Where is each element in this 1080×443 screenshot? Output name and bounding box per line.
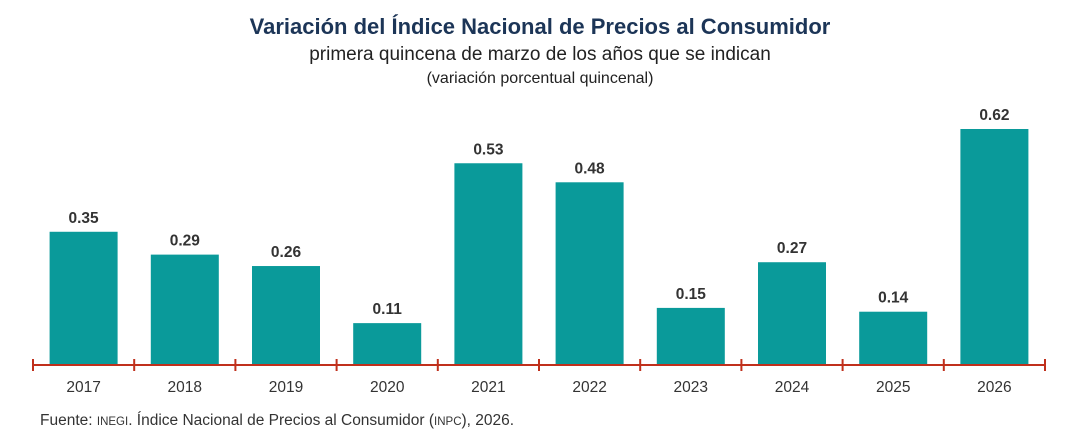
x-tick-label: 2021 (471, 379, 505, 396)
data-label: 0.48 (575, 160, 606, 177)
x-tick-label: 2022 (572, 379, 606, 396)
bar (960, 129, 1029, 365)
bar (555, 182, 624, 365)
data-label: 0.53 (473, 141, 504, 158)
bar (758, 262, 826, 365)
source-prefix: Fuente: (40, 412, 97, 429)
source-suffix: ), 2026. (461, 412, 515, 429)
bar (353, 323, 422, 365)
data-label: 0.15 (676, 286, 707, 303)
bar (859, 311, 928, 365)
chart-title: Variación del Índice Nacional de Precios… (249, 14, 831, 39)
source-note: Fuente: INEGI. Índice Nacional de Precio… (40, 412, 514, 430)
unit-label: (variación porcentual quincenal) (426, 70, 654, 87)
x-tick-label: 2019 (269, 379, 303, 396)
bar (150, 254, 219, 365)
bar (49, 231, 118, 365)
x-tick-label: 2026 (977, 379, 1011, 396)
x-tick-label: 2023 (674, 379, 708, 396)
chart-subtitle: primera quincena de marzo de los años qu… (309, 44, 771, 65)
source-abbr: INPC (434, 416, 462, 428)
x-tick-label: 2018 (168, 379, 202, 396)
data-label: 0.14 (878, 290, 909, 307)
bar (656, 307, 725, 365)
x-tick-label: 2024 (775, 379, 810, 396)
x-tick-label: 2020 (370, 379, 405, 396)
data-label: 0.62 (979, 107, 1009, 124)
data-label: 0.35 (69, 210, 100, 227)
x-tick-label: 2025 (876, 379, 910, 396)
data-label: 0.26 (271, 244, 302, 261)
data-label: 0.29 (170, 233, 201, 250)
source-org: INEGI (96, 416, 129, 428)
x-tick-label: 2017 (66, 379, 100, 396)
bar (252, 266, 320, 365)
data-label: 0.11 (373, 301, 403, 318)
data-label: 0.27 (777, 240, 807, 257)
bar (454, 163, 523, 365)
source-middle: . Índice Nacional de Precios al Consumid… (128, 412, 435, 429)
